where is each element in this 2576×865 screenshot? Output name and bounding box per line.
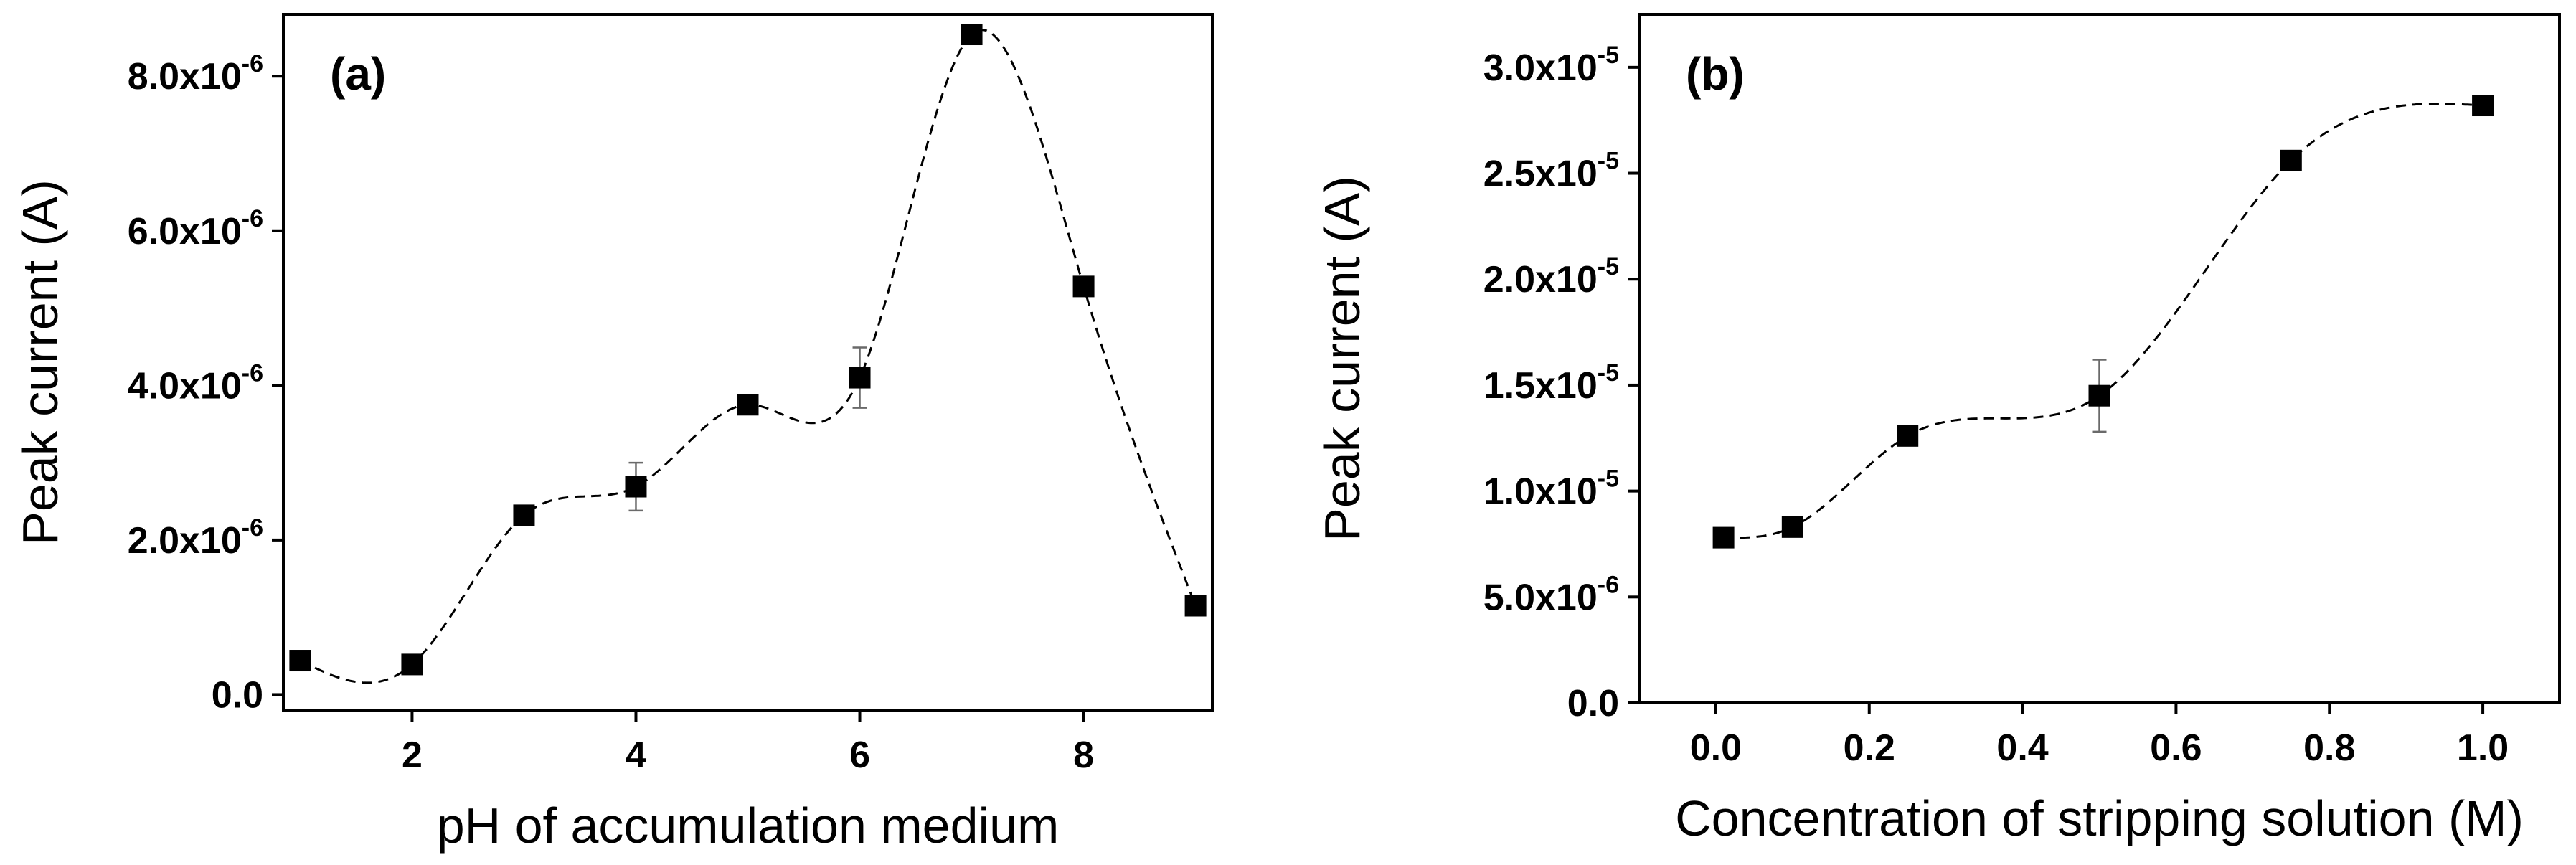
panel-a-y-tick-label-3: 6.0x10-6: [128, 205, 263, 252]
panel-a-data-point-3: [625, 476, 647, 498]
panel-b-y-tick-label-5: 2.5x10-5: [1483, 148, 1619, 195]
panel-a-data-point-0: [289, 650, 311, 672]
panel-b-fit-curve: [1723, 103, 2483, 539]
panel-b-data-point-2: [1897, 425, 1919, 447]
panel-a-data-point-4: [737, 394, 759, 416]
panel-b-y-tick-label-6: 3.0x10-5: [1483, 42, 1619, 89]
panel-a-data-point-1: [401, 653, 423, 676]
panel-a-x-tick-label-0: 2: [402, 734, 423, 776]
panel-b-chart: 0.0 0.2 0.4 0.6 0.8 1.0 0.0 5.0x10-6 1.0x10-5 1.5…: [1314, 13, 2561, 846]
panel-b-x-tick-label-0: 0.0: [1690, 727, 1742, 769]
panel-b-panel-label: (b): [1686, 48, 1745, 100]
panel-a-fit-curve: [299, 29, 1197, 684]
panel-b-data-point-4: [2280, 149, 2302, 171]
panel-a-y-tick-label-4: 8.0x10-6: [128, 50, 263, 98]
panel-b-x-tick-label-1: 0.2: [1844, 727, 1895, 769]
panel-b-x-tick-label-5: 1.0: [2457, 727, 2509, 769]
panel-a-data-point-8: [1184, 595, 1207, 617]
panel-b-y-tick-label-1: 5.0x10-6: [1483, 571, 1619, 618]
panel-a-x-tick-label-2: 6: [849, 734, 870, 776]
panel-a-data-point-2: [513, 504, 535, 526]
panel-b-y-tick-label-4: 2.0x10-5: [1483, 253, 1619, 301]
panel-b-data-point-5: [2472, 95, 2494, 117]
panel-a-y-tick-label-0: 0.0: [212, 674, 263, 716]
panel-a-x-tick-label-1: 4: [626, 734, 646, 776]
panel-b-data-point-1: [1781, 516, 1803, 538]
panel-b-x-axis-title: Concentration of stripping solution (M): [1675, 790, 2524, 846]
panel-a-x-tick-label-3: 8: [1073, 734, 1094, 776]
panel-b-data-point-3: [2088, 384, 2110, 407]
panel-b-y-tick-label-2: 1.0x10-5: [1483, 465, 1619, 513]
panel-b-x-tick-label-3: 0.6: [2150, 727, 2202, 769]
panel-a-data-point-5: [849, 367, 871, 389]
panel-b-plot-frame: [1638, 13, 2561, 704]
panel-a-plot-frame: [282, 13, 1214, 712]
panel-a-y-axis-title: Peak current (A): [12, 179, 68, 545]
panel-b-y-tick-label-3: 1.5x10-5: [1483, 359, 1619, 407]
panel-a-data-point-6: [961, 24, 983, 46]
panel-a-data-point-7: [1072, 275, 1095, 298]
panel-a-panel-label: (a): [330, 48, 386, 100]
panel-a-y-tick-label-2: 4.0x10-6: [128, 359, 263, 407]
panel-b-data-point-0: [1712, 526, 1735, 549]
panel-b-x-tick-label-2: 0.4: [1996, 727, 2048, 769]
panel-a-chart: 2 4 6 8 0.0 2.0x10-6 4.0x10-6 6.0x10-6 8.0x10-6 p…: [12, 13, 1214, 854]
panel-b-y-tick-label-0: 0.0: [1567, 683, 1619, 724]
panel-a-y-tick-label-1: 2.0x10-6: [128, 514, 263, 562]
panel-b-y-axis-title: Peak current (A): [1314, 176, 1370, 542]
panel-a-x-axis-title: pH of accumulation medium: [437, 798, 1060, 854]
panel-b-x-tick-label-4: 0.8: [2303, 727, 2355, 769]
